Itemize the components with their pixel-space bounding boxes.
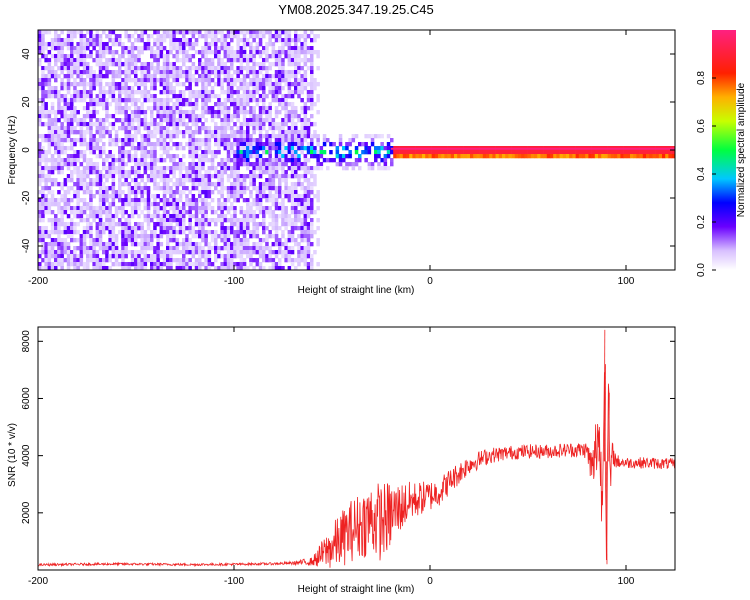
snr-x-ticks: -200 -100 0 100	[28, 327, 635, 587]
snr-spike	[606, 461, 608, 565]
colorbar-tick-label: 0.4	[696, 167, 707, 181]
spectrogram-y-ticks: -40 -20 0 20 40	[21, 48, 675, 253]
snr-y-tick-label: 4000	[21, 444, 32, 467]
snr-spike	[598, 427, 600, 462]
snr-x-tick-label: -200	[28, 576, 48, 587]
snr-spike	[604, 364, 607, 462]
snr-y-tick-label: 8000	[21, 330, 32, 353]
snr-x-tick-label: 0	[427, 576, 433, 587]
snr-y-tick-label: 2000	[21, 501, 32, 524]
spectrogram-y-tick-label: -20	[21, 190, 32, 205]
spectrogram-y-tick-label: 40	[21, 48, 32, 60]
snr-y-label: SNR (10 * v/v)	[7, 423, 18, 487]
colorbar-tick-label: 0.6	[696, 119, 707, 133]
spectrogram-x-tick-label: 0	[427, 276, 433, 287]
colorbar-gradient	[712, 30, 736, 270]
spectrogram-image	[38, 30, 675, 270]
spectrogram-x-ticks: -200 -100 0 100	[28, 30, 635, 287]
spectrogram-x-tick-label: -200	[28, 276, 48, 287]
colorbar-label: Normalized spectral amplitude	[736, 82, 747, 217]
spectrogram-x-label: Height of straight line (km)	[298, 285, 415, 296]
spectrogram-x-tick-label: 100	[618, 276, 635, 287]
snr-panel: -200 -100 0 100 2000 4000 6000 8000 Height of …	[7, 326, 676, 595]
spectrogram-y-label: Frequency (Hz)	[7, 116, 18, 185]
snr-x-tick-label: 100	[618, 576, 635, 587]
snr-spike	[608, 392, 610, 462]
snr-series-line	[38, 372, 675, 568]
colorbar-tick-label: 0.0	[696, 263, 707, 277]
snr-y-tick-label: 6000	[21, 387, 32, 410]
snr-spike	[603, 329, 606, 462]
colorbar-tick-label: 0.2	[696, 215, 707, 229]
snr-x-tick-label: -100	[224, 576, 244, 587]
snr-y-ticks: 2000 4000 6000 8000	[21, 330, 675, 524]
spectrogram-y-tick-label: -40	[21, 238, 32, 253]
snr-x-label: Height of straight line (km)	[298, 584, 415, 595]
colorbar: 0.0 0.2 0.4 0.6 0.8 Normalized spectral ampl…	[696, 30, 747, 277]
spectrogram-y-tick-label: 20	[21, 96, 32, 108]
figure-title: YM08.2025.347.19.25.C45	[278, 2, 433, 17]
snr-frame	[37, 326, 676, 571]
colorbar-ticks: 0.0 0.2 0.4 0.6 0.8	[696, 71, 716, 277]
spectrogram-x-tick-label: -100	[224, 276, 244, 287]
spectrogram-y-tick-label: 0	[21, 147, 32, 153]
colorbar-tick-label: 0.8	[696, 71, 707, 85]
